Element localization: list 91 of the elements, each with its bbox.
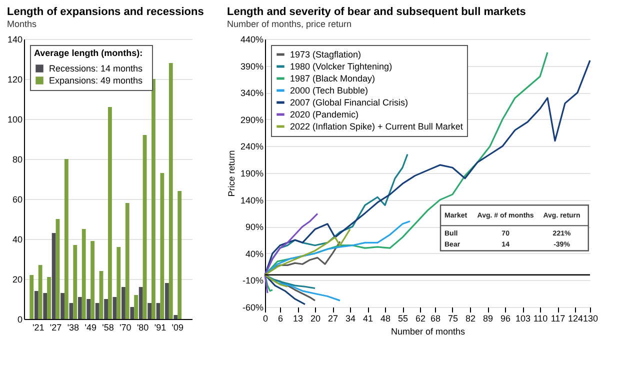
y-tick-label: 40: [12, 234, 22, 244]
x-tick-label: 130: [582, 314, 598, 324]
bar: [30, 275, 34, 319]
chart-subtitle: Months: [6, 19, 37, 29]
bar: [125, 203, 130, 319]
x-tick-label: 62: [415, 314, 426, 324]
y-tick-label: 90%: [245, 222, 264, 232]
bar: [148, 303, 152, 319]
x-tick-label: '09: [172, 322, 184, 332]
bar: [168, 63, 173, 319]
bar: [134, 295, 138, 319]
bar: [95, 303, 100, 319]
x-axis-title: Number of months: [390, 326, 466, 336]
legend-label: 2020 (Pandemic): [290, 110, 359, 120]
x-tick-label: 55: [398, 314, 408, 324]
bar: [108, 107, 112, 319]
x-tick-label: 13: [292, 314, 304, 324]
y-tick-label: 80: [12, 154, 22, 164]
bar: [73, 245, 78, 319]
y-tick-label: -10%: [242, 276, 264, 286]
x-tick-label: '91: [154, 322, 166, 332]
bar: [64, 159, 68, 319]
legend-label: Recessions: 14 months: [49, 64, 144, 74]
x-tick-label: 48: [380, 314, 391, 324]
y-tick-label: 20: [12, 274, 22, 284]
x-tick-label: '70: [120, 322, 132, 332]
x-tick-label: 34: [345, 314, 356, 324]
y-axis-title: Price return: [226, 150, 236, 197]
y-tick-label: 390%: [240, 61, 264, 72]
bar: [60, 293, 64, 319]
y-tick-label: -60%: [242, 302, 264, 312]
y-tick-label: 290%: [240, 114, 264, 125]
legend-label: 2000 (Tech Bubble): [290, 86, 368, 96]
legend-label: 2022 (Inflation Spike) + Current Bull Market: [290, 122, 464, 132]
legend-label: 1987 (Black Monday): [290, 74, 376, 84]
bar: [130, 307, 134, 319]
bar: [174, 315, 178, 319]
bar: [47, 277, 51, 319]
bar: [78, 297, 82, 319]
x-tick-label: 117: [550, 314, 566, 324]
bar: [90, 241, 95, 319]
chart-title: Length and severity of bear and subsequent bull markets: [226, 6, 526, 18]
x-tick-label: 82: [465, 314, 476, 324]
chart-title: Length of expansions and recessions: [6, 6, 204, 18]
legend-label: 1980 (Volcker Tightening): [290, 62, 392, 72]
bar: [34, 291, 38, 319]
legend-label: 1973 (Stagflation): [290, 50, 362, 60]
y-tick-label: 140%: [240, 195, 264, 206]
bar: [86, 299, 91, 319]
bar: [82, 229, 86, 319]
x-tick-label: 96: [500, 314, 511, 324]
x-tick-label: 75: [448, 314, 458, 324]
x-tick-label: '49: [84, 322, 96, 332]
x-tick-label: 6: [278, 314, 284, 324]
bar: [104, 299, 108, 319]
bar: [52, 233, 56, 319]
y-tick-label: 100: [7, 114, 22, 124]
legend-label: Expansions: 49 months: [49, 76, 144, 86]
x-tick-label: 68: [430, 314, 441, 324]
y-tick-label: 120: [7, 74, 22, 84]
y-tick-label: 190%: [240, 168, 264, 178]
x-tick-label: '38: [67, 322, 80, 332]
y-tick-label: 140: [7, 34, 22, 44]
bar: [38, 265, 42, 319]
bar: [138, 287, 143, 319]
y-tick-label: 40%: [245, 248, 264, 259]
bar: [165, 283, 169, 319]
x-tick-label: 27: [328, 314, 338, 324]
y-tick-label: 340%: [240, 88, 264, 98]
x-tick-label: '80: [136, 322, 149, 332]
x-tick-label: 124: [568, 314, 584, 324]
x-tick-label: 20: [310, 314, 321, 324]
bar: [121, 287, 126, 319]
bar: [160, 173, 164, 319]
x-tick-label: '58: [102, 322, 114, 332]
legend-title: Average length (months):: [34, 48, 143, 58]
y-tick-label: 240%: [240, 142, 264, 152]
x-tick-label: 41: [362, 314, 374, 324]
x-tick-label: 103: [515, 314, 531, 324]
bar: [152, 79, 156, 319]
y-tick-label: 60: [12, 194, 22, 204]
chart-subtitle: Number of months, price return: [226, 19, 352, 29]
bar: [178, 191, 182, 319]
y-tick-label: 440%: [240, 34, 264, 44]
x-tick-label: '27: [50, 322, 62, 332]
x-tick-label: 110: [533, 314, 548, 324]
bar: [43, 293, 48, 319]
x-tick-label: 89: [482, 314, 494, 324]
legend-label: 2007 (Global Financial Crisis): [290, 98, 408, 108]
bar: [116, 247, 121, 319]
x-tick-label: '21: [32, 322, 44, 332]
